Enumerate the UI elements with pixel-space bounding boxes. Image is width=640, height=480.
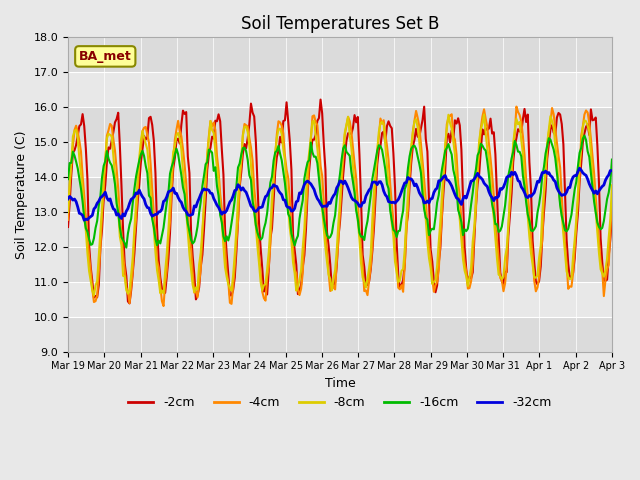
Legend: -2cm, -4cm, -8cm, -16cm, -32cm: -2cm, -4cm, -8cm, -16cm, -32cm (124, 391, 557, 414)
Bar (68, 212, 612, 247)
-16cm (234, 165, 242, 170)
-4cm (234, 219, 242, 225)
-4cm (498, 277, 506, 283)
-2cm (317, 96, 324, 102)
Line: -4cm: -4cm (68, 107, 612, 306)
-16cm (122, 245, 130, 251)
-4cm (513, 104, 520, 109)
Title: Soil Temperatures Set B: Soil Temperatures Set B (241, 15, 439, 33)
-32cm (81, 217, 88, 223)
-32cm (234, 182, 242, 188)
-2cm (76, 123, 83, 129)
-4cm (64, 217, 72, 223)
-16cm (76, 176, 83, 181)
-8cm (482, 130, 490, 136)
-32cm (576, 165, 584, 171)
-8cm (500, 274, 508, 280)
-32cm (76, 210, 83, 216)
-8cm (90, 293, 98, 299)
-8cm (76, 156, 83, 161)
-2cm (493, 194, 501, 200)
Y-axis label: Soil Temperature (C): Soil Temperature (C) (15, 130, 28, 259)
-16cm (492, 221, 499, 227)
-16cm (498, 224, 506, 229)
-8cm (234, 197, 242, 203)
-4cm (365, 277, 373, 283)
-4cm (492, 223, 499, 228)
Line: -2cm: -2cm (68, 99, 612, 303)
-32cm (492, 194, 499, 200)
-4cm (160, 303, 168, 309)
Line: -16cm: -16cm (68, 135, 612, 248)
Bar (68, 107, 612, 142)
-32cm (608, 168, 616, 174)
-2cm (64, 224, 72, 230)
Bar (68, 177, 612, 212)
-16cm (580, 132, 588, 138)
-2cm (608, 214, 616, 219)
Bar (68, 317, 612, 351)
-4cm (480, 107, 488, 112)
-32cm (64, 196, 72, 202)
Bar (68, 72, 612, 107)
Line: -8cm: -8cm (68, 114, 612, 296)
-2cm (367, 266, 374, 272)
-2cm (125, 300, 133, 306)
-32cm (480, 180, 488, 186)
Line: -32cm: -32cm (68, 168, 612, 220)
Bar (68, 37, 612, 72)
-4cm (608, 200, 616, 205)
-2cm (500, 281, 508, 287)
-8cm (608, 182, 616, 188)
Text: BA_met: BA_met (79, 50, 132, 63)
-4cm (76, 138, 83, 144)
-16cm (480, 146, 488, 152)
-8cm (493, 256, 501, 262)
-2cm (482, 125, 490, 131)
-8cm (480, 111, 488, 117)
-16cm (365, 205, 373, 211)
-32cm (498, 186, 506, 192)
X-axis label: Time: Time (324, 377, 355, 390)
-8cm (64, 209, 72, 215)
Bar (68, 142, 612, 177)
Bar (68, 282, 612, 317)
Bar (68, 247, 612, 282)
-16cm (64, 176, 72, 182)
-2cm (234, 219, 242, 225)
-8cm (365, 264, 373, 270)
-32cm (365, 187, 373, 193)
-16cm (608, 156, 616, 162)
